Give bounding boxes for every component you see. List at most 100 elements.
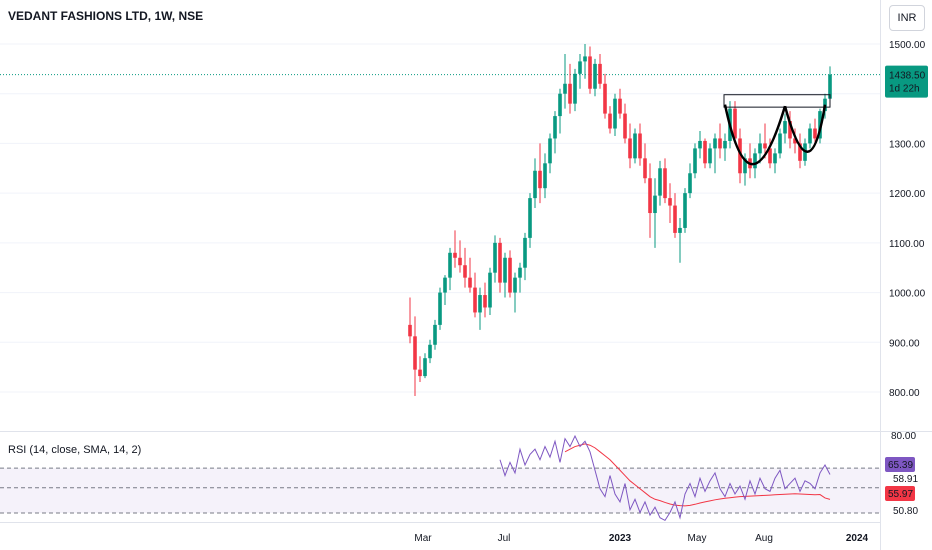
candle-body bbox=[448, 252, 452, 278]
candle-body bbox=[423, 358, 427, 377]
handle-curve bbox=[783, 104, 827, 154]
candle-body bbox=[698, 140, 702, 149]
candle-body bbox=[418, 369, 422, 377]
candle-body bbox=[783, 121, 787, 134]
time-tick-label: Jul bbox=[498, 533, 511, 544]
candle-body bbox=[633, 133, 637, 159]
candle-body bbox=[723, 140, 727, 149]
candle-body bbox=[703, 140, 707, 164]
candle-body bbox=[453, 252, 457, 258]
time-tick-label: May bbox=[688, 533, 707, 544]
candle-body bbox=[623, 113, 627, 139]
candle-body bbox=[523, 237, 527, 268]
candle-body bbox=[548, 138, 552, 164]
rsi-sma-text: 55.97 bbox=[888, 489, 913, 500]
candle-body bbox=[688, 173, 692, 194]
rsi-tick-label: 50.80 bbox=[893, 506, 918, 517]
candle-body bbox=[408, 324, 412, 337]
candle-body bbox=[598, 63, 602, 84]
candle-body bbox=[628, 138, 632, 159]
candle-body bbox=[673, 205, 677, 233]
candle-body bbox=[553, 116, 557, 139]
price-tick-label: 1500.00 bbox=[889, 40, 926, 51]
candle-body bbox=[588, 56, 592, 89]
candle-body bbox=[538, 170, 542, 189]
candle-body bbox=[578, 61, 582, 74]
candle-body bbox=[568, 83, 572, 104]
chart-title: VEDANT FASHIONS LTD, 1W, NSE bbox=[8, 9, 204, 23]
candle-body bbox=[583, 56, 587, 62]
candle-body bbox=[468, 277, 472, 288]
candle-body bbox=[428, 344, 432, 359]
candle-body bbox=[808, 128, 812, 144]
rsi-sma-line bbox=[564, 443, 831, 507]
candle-body bbox=[513, 277, 517, 293]
rsi-sma-badge bbox=[885, 486, 915, 501]
cup-curve bbox=[723, 104, 787, 166]
candle-body bbox=[753, 153, 757, 169]
rsi-line bbox=[499, 434, 831, 522]
price-tick-label: 900.00 bbox=[889, 338, 920, 349]
candle-body bbox=[643, 158, 647, 179]
candle-body bbox=[563, 83, 567, 94]
candle-body bbox=[708, 148, 712, 164]
candle-body bbox=[773, 153, 777, 164]
candle-body bbox=[493, 242, 497, 273]
price-tick-label: 1000.00 bbox=[889, 289, 926, 300]
candle-body bbox=[518, 267, 522, 278]
candle-body bbox=[458, 257, 462, 266]
candle-body bbox=[443, 277, 447, 293]
candle-body bbox=[798, 143, 802, 161]
candle-body bbox=[543, 163, 547, 189]
candle-body bbox=[438, 292, 442, 325]
candle-body bbox=[668, 198, 672, 206]
candle-body bbox=[663, 168, 667, 199]
candle-body bbox=[648, 178, 652, 214]
candle-body bbox=[618, 98, 622, 114]
candle-body bbox=[528, 198, 532, 238]
price-tick-label: 1300.00 bbox=[889, 139, 926, 150]
candle-body bbox=[573, 73, 577, 104]
candle-body bbox=[463, 265, 467, 278]
candle-body bbox=[683, 193, 687, 228]
rsi-background-band bbox=[0, 468, 880, 513]
price-tick-label: 1200.00 bbox=[889, 189, 926, 200]
candle-body bbox=[503, 257, 507, 283]
currency-button[interactable]: INR bbox=[889, 5, 925, 31]
candle-body bbox=[603, 83, 607, 114]
rsi-value-badge bbox=[885, 457, 915, 472]
candle-body bbox=[788, 121, 792, 139]
candle-body bbox=[678, 227, 682, 233]
price-badge-value: 1438.50 bbox=[889, 71, 926, 82]
time-tick-label: Aug bbox=[755, 533, 773, 544]
candle-body bbox=[478, 295, 482, 313]
candle-body bbox=[533, 170, 537, 199]
candle-body bbox=[738, 138, 742, 174]
candle-body bbox=[638, 133, 642, 159]
candle-body bbox=[813, 128, 817, 139]
rsi-tick-label: 80.00 bbox=[891, 431, 916, 442]
candle-body bbox=[473, 287, 477, 313]
candle-body bbox=[743, 158, 747, 174]
price-tick-label: 1100.00 bbox=[889, 239, 925, 250]
candle-body bbox=[733, 108, 737, 139]
candle-body bbox=[758, 143, 762, 154]
price-tick-label: 800.00 bbox=[889, 388, 920, 399]
price-badge bbox=[885, 65, 928, 98]
rsi-panel-title: RSI (14, close, SMA, 14, 2) bbox=[8, 444, 142, 456]
candle-body bbox=[483, 295, 487, 308]
candle-body bbox=[488, 272, 492, 308]
candle-body bbox=[768, 148, 772, 164]
candle-body bbox=[608, 113, 612, 129]
price-badge-countdown: 1d 22h bbox=[889, 84, 920, 95]
candle-body bbox=[558, 93, 562, 117]
time-tick-label: 2023 bbox=[609, 533, 632, 544]
candle-body bbox=[793, 138, 797, 144]
candle-body bbox=[613, 98, 617, 129]
resistance-box bbox=[723, 94, 831, 108]
candle-body bbox=[433, 324, 437, 345]
time-tick-label: Mar bbox=[414, 533, 432, 544]
candle-body bbox=[658, 168, 662, 196]
rsi-value-text: 65.39 bbox=[888, 460, 913, 471]
